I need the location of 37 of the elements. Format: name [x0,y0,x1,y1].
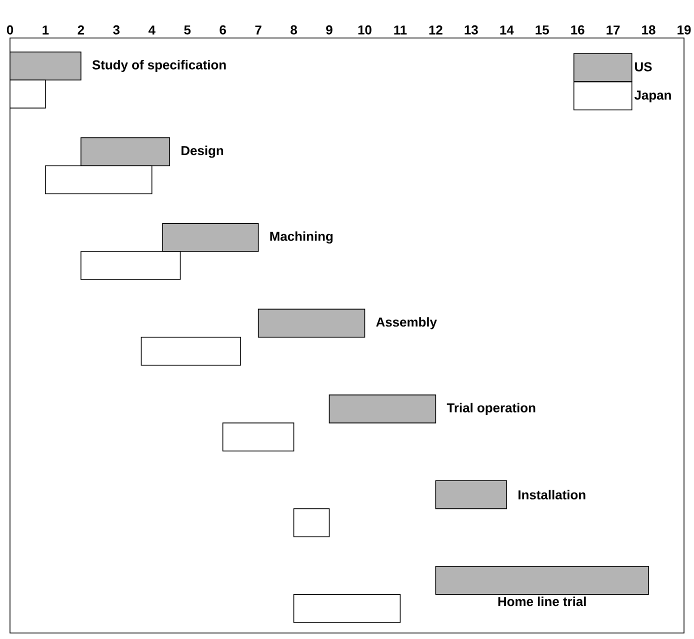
x-tick-label: 18 [642,25,656,34]
x-tick-label: 8 [290,25,298,34]
x-tick-label: 12 [429,25,442,34]
x-tick-label: 9 [326,25,332,34]
x-tick-label: 6 [220,25,226,34]
x-tick-label: 19 [678,25,691,34]
x-tick-label: 11 [394,26,407,34]
y-tick-label: Trial operation [446,402,536,415]
x-tick-label: 0 [6,25,14,34]
y-tick-label: Design [182,146,224,158]
x-tick-label: 10 [358,25,372,34]
bar [258,308,366,338]
x-tick-label: 1 [42,26,49,34]
y-tick-label: Machining [270,231,333,244]
bar [140,336,241,366]
x-tick-label: 17 [606,26,620,34]
x-tick-label: 5 [184,25,191,34]
y-tick-label: Study of specification [92,60,226,72]
x-tick-label: 14 [500,26,514,34]
bar [328,394,436,424]
x-tick-label: 2 [78,25,84,34]
x-tick-label: 15 [536,25,549,34]
y-tick-label: Home line trial [498,596,586,606]
legend-label: Japan [634,90,671,102]
bar [222,422,294,452]
y-tick-label: Installation [518,490,586,500]
bar [293,508,330,538]
bar [435,480,508,510]
legend-label: US [635,62,652,72]
x-tick-label: 13 [464,25,478,34]
y-tick-label: Assembly [376,317,437,330]
x-tick-label: 16 [571,25,584,34]
bar [435,566,649,595]
x-tick-label: 7 [255,26,262,34]
bar [293,594,401,623]
x-tick-label: 3 [113,25,120,34]
x-tick-label: 4 [148,26,156,34]
